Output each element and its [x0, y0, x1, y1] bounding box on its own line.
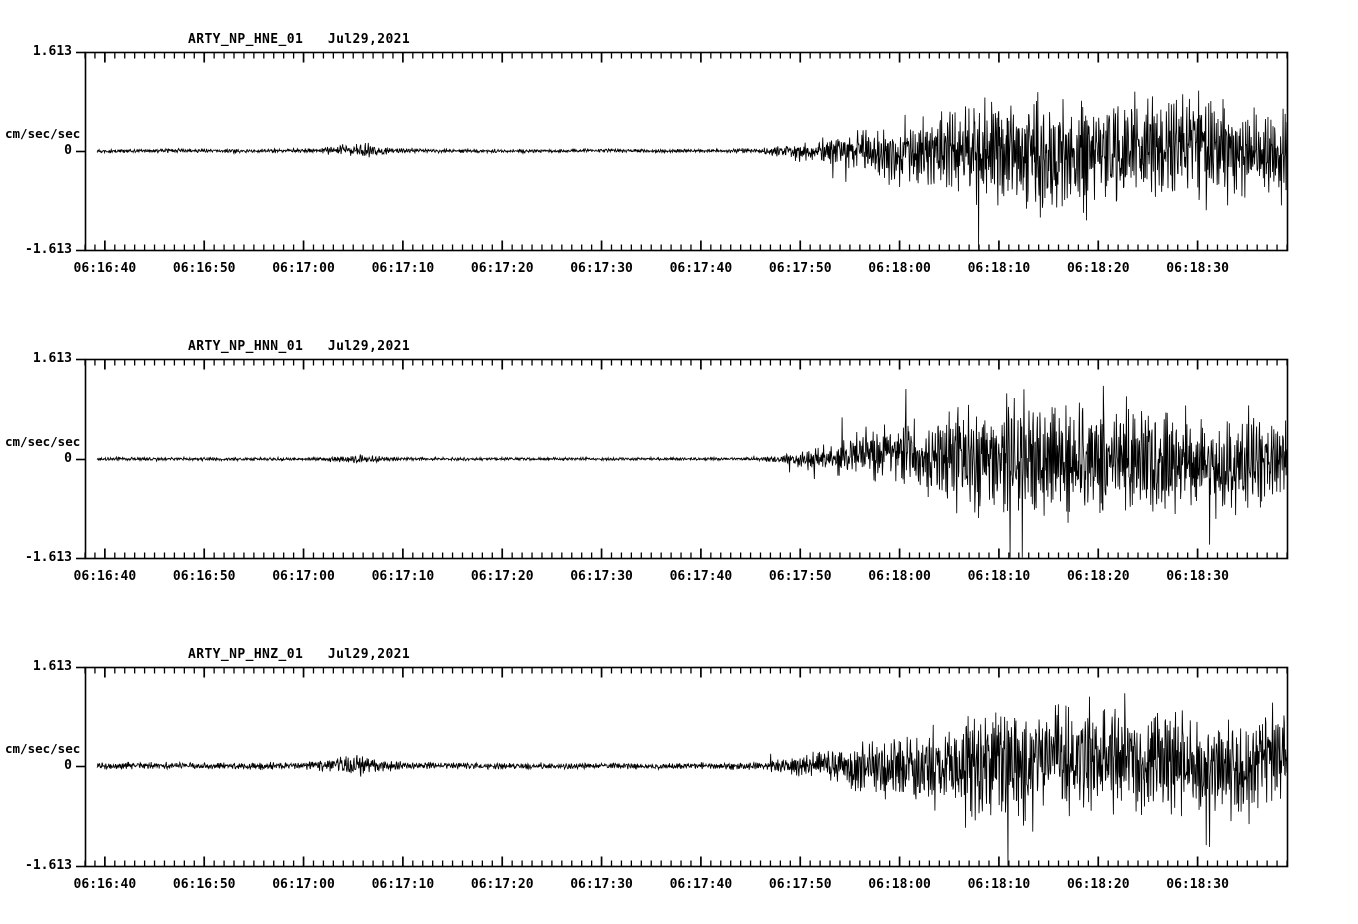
x-tick-label-hne-1: 06:16:50 [172, 261, 236, 276]
waveform-trace-hnz [96, 693, 1287, 866]
x-tick-label-hnz-9: 06:18:10 [967, 877, 1031, 892]
x-tick-label-hnn-5: 06:17:30 [570, 569, 633, 584]
x-tick-label-hnz-5: 06:17:30 [570, 877, 633, 892]
x-tick-label-hnn-8: 06:18:00 [868, 569, 931, 584]
x-tick-label-hnn-7: 06:17:50 [768, 569, 832, 584]
plot-frame-hnz [84, 666, 1289, 868]
x-tick-label-hne-9: 06:18:10 [967, 261, 1031, 276]
waveform-trace-hne [96, 90, 1287, 250]
y-tick-label-hne-1: 0 [64, 143, 72, 158]
x-tick-label-hnn-1: 06:16:50 [172, 569, 236, 584]
x-tick-label-hnn-9: 06:18:10 [967, 569, 1031, 584]
x-tick-label-hne-4: 06:17:20 [470, 261, 534, 276]
panel-title-hnn: ARTY_NP_HNN_01 Jul29,2021 [188, 339, 411, 354]
x-tick-label-hnz-2: 06:17:00 [272, 877, 335, 892]
x-ticks-hnz [84, 667, 1288, 867]
x-tick-label-hnn-6: 06:17:40 [669, 569, 733, 584]
x-tick-label-hnz-1: 06:16:50 [172, 877, 236, 892]
x-tick-label-hnn-10: 06:18:20 [1066, 569, 1130, 584]
panel-title-hnz: ARTY_NP_HNZ_01 Jul29,2021 [188, 647, 411, 662]
x-tick-label-hnz-6: 06:17:40 [669, 877, 733, 892]
x-tick-label-hne-3: 06:17:10 [371, 261, 435, 276]
x-tick-label-hnn-0: 06:16:40 [73, 569, 137, 584]
x-tick-label-hnz-0: 06:16:40 [73, 877, 137, 892]
x-tick-label-hnz-10: 06:18:20 [1066, 877, 1130, 892]
x-tick-label-hnz-8: 06:18:00 [868, 877, 931, 892]
plot-frame-hnn [84, 358, 1289, 560]
x-tick-label-hne-11: 06:18:30 [1166, 261, 1229, 276]
x-tick-label-hne-0: 06:16:40 [73, 261, 137, 276]
x-tick-label-hnn-4: 06:17:20 [470, 569, 534, 584]
panel-title-hne: ARTY_NP_HNE_01 Jul29,2021 [188, 32, 411, 47]
y-axis-unit-label-hne: cm/sec/sec [5, 126, 81, 141]
x-tick-label-hnz-4: 06:17:20 [470, 877, 534, 892]
y-axis-unit-label-hnn: cm/sec/sec [5, 434, 81, 449]
y-tick-label-hne-2: -1.613 [25, 242, 72, 257]
y-tick-label-hnz-1: 0 [64, 758, 72, 773]
y-axis-unit-label-hnz: cm/sec/sec [5, 741, 81, 756]
x-ticks-hnn [84, 359, 1288, 559]
x-tick-label-hne-6: 06:17:40 [669, 261, 733, 276]
x-tick-label-hne-10: 06:18:20 [1066, 261, 1130, 276]
y-tick-label-hnn-1: 0 [64, 451, 72, 466]
x-tick-label-hnn-3: 06:17:10 [371, 569, 435, 584]
y-tick-label-hnz-0: 1.613 [32, 659, 72, 674]
x-tick-label-hne-5: 06:17:30 [570, 261, 633, 276]
y-tick-label-hne-0: 1.613 [32, 44, 72, 59]
x-ticks-hne [84, 52, 1288, 251]
plot-frame-hne [84, 51, 1289, 252]
x-tick-label-hnn-11: 06:18:30 [1166, 569, 1229, 584]
x-tick-label-hnn-2: 06:17:00 [272, 569, 335, 584]
y-tick-label-hnn-2: -1.613 [25, 550, 72, 565]
x-tick-label-hne-7: 06:17:50 [768, 261, 832, 276]
waveform-trace-hnn [96, 385, 1287, 558]
x-tick-label-hnz-7: 06:17:50 [768, 877, 832, 892]
x-tick-label-hne-8: 06:18:00 [868, 261, 931, 276]
x-tick-label-hne-2: 06:17:00 [272, 261, 335, 276]
y-tick-label-hnz-2: -1.613 [25, 858, 72, 873]
y-tick-label-hnn-0: 1.613 [32, 351, 72, 366]
x-tick-label-hnz-3: 06:17:10 [371, 877, 435, 892]
x-tick-label-hnz-11: 06:18:30 [1166, 877, 1229, 892]
